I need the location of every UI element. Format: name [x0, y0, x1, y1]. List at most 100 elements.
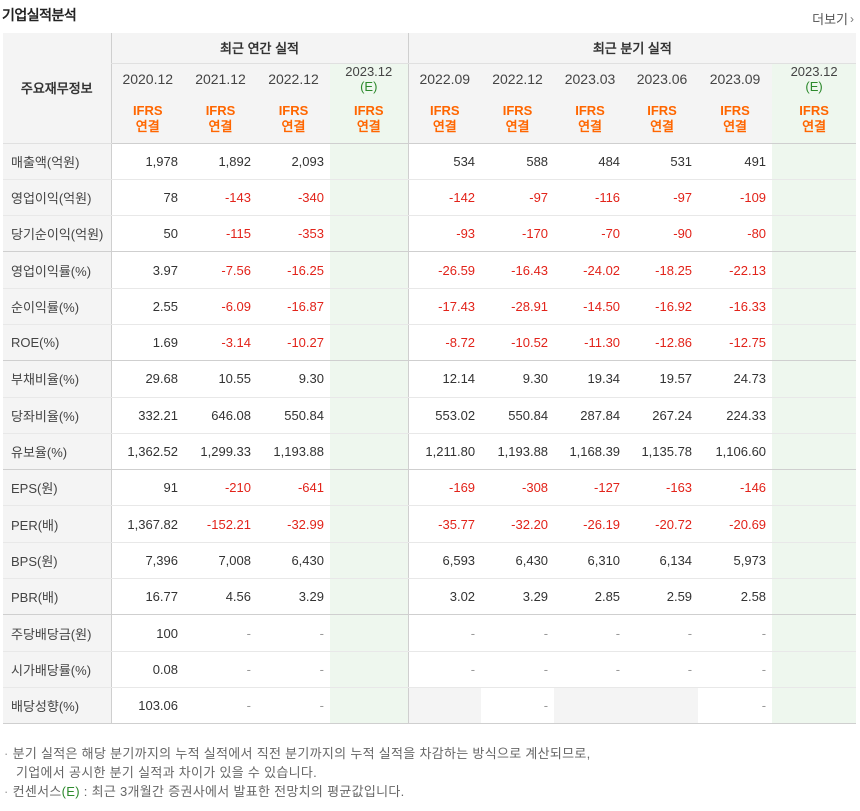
- basis-header: IFRS 연결: [626, 95, 699, 144]
- period-header: 2023.12 (E): [330, 63, 409, 95]
- footnote-2-prefix: 컨센서스: [12, 784, 62, 799]
- basis-standard: IFRS: [647, 102, 677, 118]
- value-cell: 12.14: [407, 360, 482, 398]
- value-cell: [772, 324, 857, 362]
- annual-group-header: 최근 연간 실적: [110, 33, 409, 64]
- footnote-2-rest: : 최근 3개월간 증권사에서 발표한 전망치의 평균값입니다.: [79, 784, 405, 799]
- row-label: BPS(원): [3, 542, 111, 580]
- value-cell: [772, 433, 857, 471]
- value-cell: 1,193.88: [481, 433, 555, 471]
- value-cell: -35.77: [407, 505, 482, 543]
- value-cell: 10.55: [184, 360, 257, 398]
- period-label: 2023.12: [790, 64, 838, 80]
- quarter-group-header: 최근 분기 실적: [407, 33, 857, 64]
- footnote-1-cont: 기업에서 공시한 분기 실적과 차이가 있을 수 있습니다.: [16, 765, 318, 780]
- chevron-right-icon: ›: [850, 11, 854, 26]
- basis-standard: IFRS: [132, 102, 163, 118]
- value-cell: 1,978: [110, 143, 184, 180]
- footnotes: · 분기 실적은 해당 분기까지의 누적 실적에서 직전 분기까지의 누적 실적…: [4, 744, 591, 801]
- value-cell: -26.59: [407, 251, 482, 289]
- basis-consolidation: 연결: [208, 118, 233, 134]
- table-row: 시가배당률(%) 0.08- - - - - - -: [3, 651, 857, 688]
- basis-consolidation: 연결: [505, 118, 530, 134]
- value-cell: -16.33: [698, 288, 773, 325]
- value-cell: 550.84: [257, 397, 330, 434]
- period-label: 2023.12: [345, 64, 393, 80]
- value-cell: -210: [184, 469, 257, 507]
- row-label: 유보율(%): [3, 433, 111, 471]
- value-cell: -90: [626, 215, 699, 253]
- value-cell: [772, 469, 857, 507]
- more-button[interactable]: 더보기 ›: [812, 9, 854, 28]
- value-cell: -163: [626, 469, 699, 507]
- value-cell: -80: [698, 215, 773, 253]
- value-cell: 553.02: [407, 397, 482, 434]
- row-label: 당좌비율(%): [3, 397, 111, 434]
- value-cell: [330, 143, 409, 180]
- value-cell: -16.87: [257, 288, 330, 325]
- table-row: 당좌비율(%) 332.21 646.08 550.84 553.02 550.84 287…: [3, 397, 857, 434]
- basis-standard: IFRS: [278, 102, 309, 118]
- value-cell: [772, 505, 857, 543]
- value-cell: 2,093: [257, 143, 330, 180]
- value-cell: -93: [407, 215, 482, 253]
- value-cell: -: [257, 651, 330, 688]
- table-row: EPS(원) 91 -210 -641 -169 -308 -127 -163 -146: [3, 469, 857, 507]
- basis-header: IFRS 연결: [407, 95, 482, 144]
- value-cell: [330, 542, 409, 580]
- estimate-mark: (E): [360, 79, 378, 95]
- basis-standard: IFRS: [429, 102, 460, 118]
- basis-standard: IFRS: [502, 102, 533, 118]
- value-cell: 3.02: [407, 578, 482, 616]
- value-cell: 2.85: [554, 578, 627, 616]
- value-cell: [772, 251, 857, 289]
- value-cell: -14.50: [554, 288, 627, 325]
- value-cell: 6,430: [481, 542, 555, 580]
- value-cell: [330, 614, 409, 652]
- table-row: 당기순이익(억원) 50 -115 -353 -93 -170 -70 -90 -80: [3, 215, 857, 253]
- value-cell: -146: [698, 469, 773, 507]
- footnote-1-text: 분기 실적은 해당 분기까지의 누적 실적에서 직전 분기까지의 누적 실적을 …: [12, 746, 591, 761]
- more-label: 더보기: [812, 12, 848, 27]
- value-cell: 19.57: [626, 360, 699, 398]
- basis-consolidation: 연결: [432, 118, 457, 134]
- value-cell: -: [257, 687, 330, 725]
- basis-header: IFRS 연결: [110, 95, 184, 144]
- value-cell: 1.69: [110, 324, 184, 362]
- value-cell: -: [407, 614, 482, 652]
- value-cell: 1,299.33: [184, 433, 257, 471]
- value-cell: -3.14: [184, 324, 257, 362]
- basis-header: IFRS 연결: [554, 95, 627, 144]
- value-cell: [330, 179, 409, 217]
- value-cell: -143: [184, 179, 257, 217]
- value-cell: 7,396: [110, 542, 184, 580]
- period-header: 2023.09: [698, 63, 773, 95]
- value-cell: 9.30: [481, 360, 555, 398]
- value-cell: 3.29: [257, 578, 330, 616]
- value-cell: 7,008: [184, 542, 257, 580]
- basis-standard: IFRS: [799, 102, 829, 118]
- basis-consolidation: 연결: [356, 118, 381, 134]
- value-cell: [330, 505, 409, 543]
- table-row: 주당배당금(원) 100- - - - - - -: [3, 614, 857, 652]
- value-cell: -: [257, 614, 330, 652]
- value-cell: -28.91: [481, 288, 555, 325]
- period-header: 2023.12 (E): [772, 63, 857, 95]
- value-cell: -142: [407, 179, 482, 217]
- row-label: ROE(%): [3, 324, 111, 362]
- value-cell: 103.06: [110, 687, 184, 725]
- value-cell: -7.56: [184, 251, 257, 289]
- table-row: 배당성향(%) 103.06- - - -: [3, 687, 857, 725]
- value-cell: -116: [554, 179, 627, 217]
- value-cell: 1,135.78: [626, 433, 699, 471]
- footnote-2-mark: (E): [61, 784, 80, 799]
- basis-consolidation: 연결: [135, 118, 160, 134]
- value-cell: -127: [554, 469, 627, 507]
- value-cell: 19.34: [554, 360, 627, 398]
- value-cell: 91: [110, 469, 184, 507]
- footnote-1: · 분기 실적은 해당 분기까지의 누적 실적에서 직전 분기까지의 누적 실적…: [4, 746, 591, 761]
- basis-header: IFRS 연결: [257, 95, 330, 144]
- row-label: 당기순이익(억원): [3, 215, 111, 253]
- corner-header: 주요재무정보: [3, 33, 111, 144]
- row-label: 순이익률(%): [3, 288, 111, 325]
